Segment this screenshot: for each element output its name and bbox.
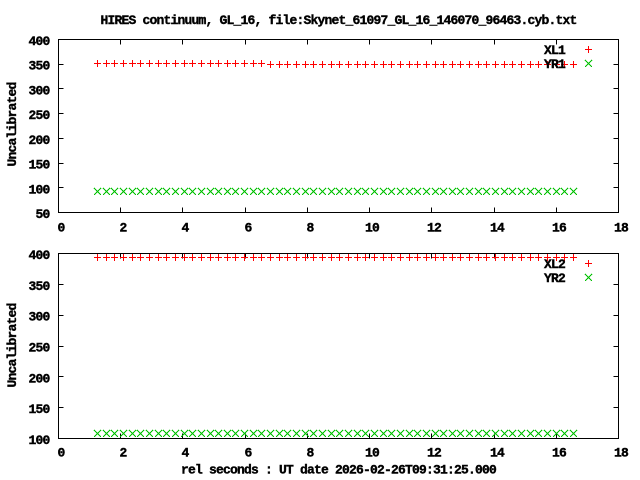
svg-text:Uncalibrated: Uncalibrated — [5, 303, 20, 387]
svg-text:300: 300 — [28, 83, 50, 98]
svg-text:rel seconds : UT date 2026-02-: rel seconds : UT date 2026-02-26T09:31:2… — [181, 463, 497, 478]
svg-text:150: 150 — [28, 402, 50, 417]
svg-text:6: 6 — [244, 446, 252, 461]
svg-text:300: 300 — [28, 310, 50, 325]
svg-text:16: 16 — [552, 446, 567, 461]
svg-text:16: 16 — [552, 221, 567, 236]
svg-text:350: 350 — [28, 279, 50, 294]
svg-text:18: 18 — [614, 446, 629, 461]
svg-text:350: 350 — [28, 59, 50, 74]
svg-text:XL2: XL2 — [544, 257, 566, 272]
svg-text:2: 2 — [119, 446, 127, 461]
svg-text:200: 200 — [28, 133, 50, 148]
svg-text:250: 250 — [28, 341, 50, 356]
svg-text:100: 100 — [28, 182, 50, 197]
svg-text:10: 10 — [365, 221, 380, 236]
svg-text:YR2: YR2 — [544, 271, 566, 286]
svg-text:HIRES continuum, GL_16, file:S: HIRES continuum, GL_16, file:Skynet_6109… — [100, 13, 576, 28]
svg-text:14: 14 — [490, 446, 505, 461]
svg-text:8: 8 — [306, 221, 314, 236]
svg-text:0: 0 — [57, 221, 65, 236]
svg-text:10: 10 — [365, 446, 380, 461]
svg-text:200: 200 — [28, 371, 50, 386]
svg-text:12: 12 — [427, 446, 442, 461]
svg-text:250: 250 — [28, 108, 50, 123]
svg-text:12: 12 — [427, 221, 442, 236]
svg-text:18: 18 — [614, 221, 629, 236]
svg-text:2: 2 — [119, 221, 127, 236]
svg-text:0: 0 — [57, 446, 65, 461]
svg-text:YR1: YR1 — [544, 57, 566, 72]
svg-text:50: 50 — [35, 207, 50, 222]
svg-text:Uncalibrated: Uncalibrated — [5, 82, 20, 166]
svg-text:400: 400 — [28, 248, 50, 263]
svg-text:150: 150 — [28, 158, 50, 173]
svg-text:100: 100 — [28, 433, 50, 448]
svg-text:4: 4 — [181, 221, 189, 236]
svg-text:4: 4 — [181, 446, 189, 461]
svg-text:XL1: XL1 — [544, 43, 566, 58]
svg-text:6: 6 — [244, 221, 252, 236]
svg-text:14: 14 — [490, 221, 505, 236]
svg-text:400: 400 — [28, 34, 50, 49]
svg-text:8: 8 — [306, 446, 314, 461]
